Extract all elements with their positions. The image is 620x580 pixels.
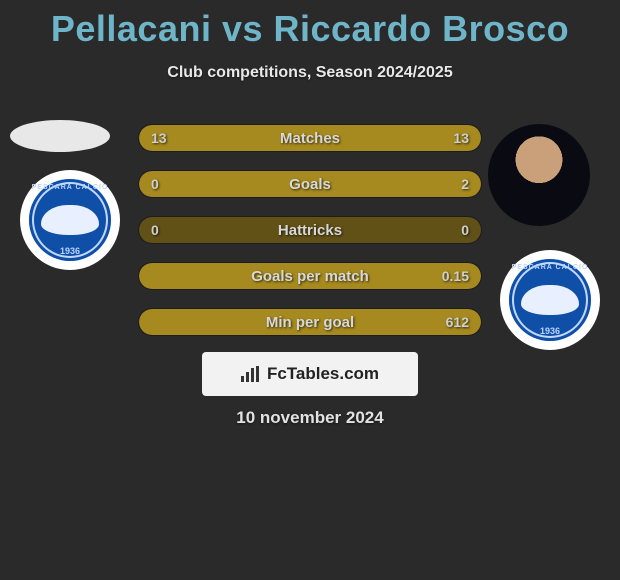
stat-value-left: 0 xyxy=(151,217,159,243)
date-text: 10 november 2024 xyxy=(0,408,620,428)
stat-label: Goals per match xyxy=(139,263,481,289)
player-left-club-crest: PESCARA CALCIO 1936 xyxy=(20,170,120,270)
watermark: FcTables.com xyxy=(202,352,418,396)
stat-label: Matches xyxy=(139,125,481,151)
bar-chart-icon xyxy=(241,366,261,382)
stat-label: Min per goal xyxy=(139,309,481,335)
stat-value-right: 0.15 xyxy=(442,263,469,289)
crest-text-top: PESCARA CALCIO xyxy=(509,264,591,271)
stat-value-left: 13 xyxy=(151,125,167,151)
stat-bar: Matches13 13 xyxy=(138,124,482,152)
stat-value-right: 2 xyxy=(461,171,469,197)
crest-year: 1936 xyxy=(29,246,111,256)
stat-label: Goals xyxy=(139,171,481,197)
pescara-crest-icon: PESCARA CALCIO 1936 xyxy=(29,179,111,261)
stat-bar: Min per goal612 xyxy=(138,308,482,336)
pescara-crest-icon: PESCARA CALCIO 1936 xyxy=(509,259,591,341)
stat-bar: Goals0 2 xyxy=(138,170,482,198)
player-right-club-crest: PESCARA CALCIO 1936 xyxy=(500,250,600,350)
player-left-avatar xyxy=(10,120,110,152)
stat-value-right: 13 xyxy=(453,125,469,151)
crest-text-top: PESCARA CALCIO xyxy=(29,184,111,191)
stats-container: Matches1313Goals02Hattricks00Goals per m… xyxy=(138,124,482,354)
stat-value-right: 612 xyxy=(446,309,469,335)
stat-value-left: 0 xyxy=(151,171,159,197)
stat-bar: Goals per match0.15 xyxy=(138,262,482,290)
stat-label: Hattricks xyxy=(139,217,481,243)
watermark-text: FcTables.com xyxy=(267,364,379,384)
player-right-avatar xyxy=(488,124,590,226)
crest-year: 1936 xyxy=(509,326,591,336)
stat-value-right: 0 xyxy=(461,217,469,243)
stat-bar: Hattricks0 0 xyxy=(138,216,482,244)
subtitle: Club competitions, Season 2024/2025 xyxy=(0,64,620,82)
page-title: Pellacani vs Riccardo Brosco xyxy=(0,0,620,50)
